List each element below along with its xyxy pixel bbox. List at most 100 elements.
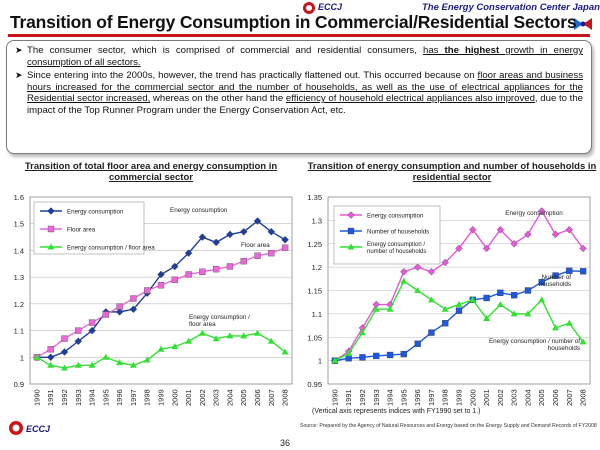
- bullet-segment: floor areas and business hours increased…: [27, 70, 583, 105]
- y-tick-label: 1.6: [14, 193, 24, 202]
- data-point: [102, 353, 110, 360]
- data-point: [60, 364, 68, 371]
- data-point: [400, 350, 407, 358]
- x-tick-label: 1994: [386, 389, 395, 406]
- data-point: [359, 354, 366, 361]
- data-point: [496, 301, 504, 308]
- data-point: [386, 351, 394, 359]
- data-point: [185, 271, 192, 278]
- data-point: [226, 332, 234, 339]
- x-tick-label: 2003: [510, 389, 519, 406]
- legend-label: Energy consumption / number of households: [367, 242, 426, 255]
- x-tick-label: 2000: [468, 389, 477, 406]
- legend-marker: [347, 243, 355, 250]
- data-point: [254, 329, 262, 336]
- y-tick-label: 1.2: [14, 300, 24, 309]
- data-point: [75, 327, 82, 334]
- data-point: [240, 228, 248, 236]
- y-tick-label: 1.4: [14, 246, 24, 255]
- legend-marker: [47, 243, 55, 250]
- summary-textbox: ➤ The consumer sector, which is comprise…: [6, 40, 592, 154]
- data-point: [427, 296, 435, 303]
- legend-label-part: Energy consumption /: [367, 242, 425, 248]
- bullet-segment: efficiency of household electrical appli…: [285, 93, 535, 105]
- data-point: [524, 287, 532, 294]
- data-point: [226, 230, 234, 239]
- annotation-part: Number of: [542, 274, 572, 281]
- x-tick-label: 1994: [88, 389, 97, 406]
- series-annotation: Energy consumption / floor area: [189, 314, 252, 328]
- x-tick-label: 2003: [212, 389, 221, 406]
- bullet-text: Since entering into the 2000s, however, …: [27, 70, 583, 116]
- page-number: 36: [280, 438, 291, 448]
- data-point: [212, 238, 220, 247]
- x-tick-label: 1995: [101, 389, 110, 406]
- data-point: [483, 315, 491, 322]
- bullet-item: ➤ The consumer sector, which is comprise…: [15, 45, 583, 68]
- data-point: [566, 267, 573, 275]
- header-center-name: The Energy Conservation Center Japan: [422, 2, 600, 13]
- data-point: [579, 338, 587, 345]
- residential-sector-chart: 0.95 1 1.05 1.1 1.15 1.2 1.25 1.3 1.35 1990 1991 19…: [307, 193, 591, 406]
- axis-note: (Vertical axis represents indices with F…: [312, 408, 481, 415]
- data-point: [345, 355, 352, 362]
- data-point: [469, 226, 477, 234]
- data-point: [116, 359, 124, 366]
- x-tick-label: 2008: [579, 389, 588, 406]
- series-annotation: Energy consumption: [170, 207, 228, 214]
- x-tick-label: 1990: [32, 389, 41, 406]
- data-point: [61, 335, 68, 342]
- chart1-title: Transition of total floor area and energ…: [24, 161, 278, 183]
- legend-marker: [47, 225, 55, 233]
- data-point: [551, 230, 560, 239]
- data-point: [184, 249, 193, 257]
- data-point: [482, 244, 491, 253]
- y-tick-label: 0.9: [14, 380, 24, 389]
- legend-marker: [347, 227, 355, 235]
- data-point: [129, 361, 137, 368]
- data-point: [524, 230, 532, 239]
- data-point: [240, 332, 248, 339]
- x-tick-label: 1998: [441, 389, 450, 406]
- data-point: [60, 348, 69, 356]
- footer-org: ECCJ: [26, 424, 51, 434]
- x-tick-label: 2005: [537, 389, 546, 406]
- eccj-logo-icon: [303, 2, 315, 14]
- x-tick-label: 2007: [267, 389, 276, 406]
- data-point: [198, 329, 206, 336]
- data-point: [267, 228, 276, 236]
- data-point: [281, 244, 289, 251]
- x-tick-label: 2006: [253, 389, 262, 406]
- data-point: [116, 303, 123, 310]
- data-point: [157, 270, 165, 279]
- data-point: [469, 296, 477, 303]
- data-point: [400, 277, 408, 284]
- series-annotation: Energy consumption: [505, 210, 563, 217]
- chart2-title: Transition of energy consumption and num…: [307, 161, 597, 183]
- data-point: [157, 282, 165, 289]
- title-divider: [8, 34, 590, 37]
- data-point: [331, 357, 339, 364]
- data-point: [538, 207, 546, 215]
- legend-label: Number of households: [367, 229, 429, 236]
- data-point: [281, 348, 289, 355]
- data-point: [102, 311, 109, 318]
- x-tick-label: 1996: [413, 389, 422, 406]
- legend-label: Energy consumption: [367, 213, 424, 220]
- annotation-part: Energy consumption / number of: [489, 338, 580, 345]
- data-point: [524, 310, 532, 317]
- data-point: [565, 226, 574, 234]
- x-tick-label: 2001: [482, 389, 491, 406]
- commercial-sector-chart: 0.9 1 1.1 1.2 1.3 1.4 1.5 1.6 1990 1991 1992 1993 19…: [14, 193, 293, 406]
- data-point: [373, 352, 380, 360]
- legend-marker: [347, 211, 355, 219]
- data-point: [538, 278, 545, 286]
- data-point: [414, 287, 422, 293]
- footer-logo-icon: [9, 421, 23, 435]
- x-tick-label: 1992: [358, 389, 367, 406]
- bullet-segment: The consumer sector, which is comprised …: [27, 45, 423, 56]
- data-point: [74, 337, 82, 345]
- data-point: [441, 305, 449, 312]
- bullet-segment: , due to the impact of the Top Runner Pr…: [27, 93, 584, 116]
- x-tick-label: 1991: [46, 389, 55, 406]
